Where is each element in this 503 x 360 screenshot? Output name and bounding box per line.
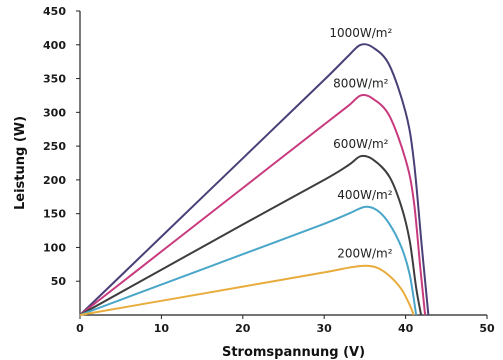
series-label-2: 600W/m²: [333, 137, 389, 151]
x-tick-label: 40: [398, 322, 414, 335]
x-tick-label: 30: [317, 322, 333, 335]
x-tick-label: 50: [479, 322, 495, 335]
series-line-3: [79, 205, 418, 316]
y-tick-label: 50: [51, 275, 67, 288]
y-axis-title: Leistung (W): [13, 116, 28, 210]
series-line-2: [79, 154, 423, 316]
x-tick-label: 0: [76, 322, 84, 335]
y-tick-label: 450: [43, 5, 66, 18]
series-line-1: [79, 93, 427, 316]
series-line-4: [79, 264, 415, 316]
series-label-1: 800W/m²: [333, 76, 389, 90]
y-tick-label: 350: [43, 73, 66, 86]
series-label-0: 1000W/m²: [329, 26, 392, 40]
series-label-3: 400W/m²: [337, 188, 393, 202]
y-tick-label: 250: [43, 140, 66, 153]
x-axis-title: Stromspannung (V): [222, 345, 365, 360]
y-tick-label: 200: [43, 174, 66, 187]
series-line-0: [79, 43, 430, 316]
y-tick-label: 100: [43, 241, 66, 254]
x-tick-label: 10: [154, 322, 170, 335]
x-tick-label: 20: [235, 322, 251, 335]
y-tick-label: 150: [43, 208, 66, 221]
series-label-4: 200W/m²: [337, 247, 393, 261]
y-tick-label: 400: [43, 39, 66, 52]
y-tick-label: 300: [43, 106, 66, 119]
